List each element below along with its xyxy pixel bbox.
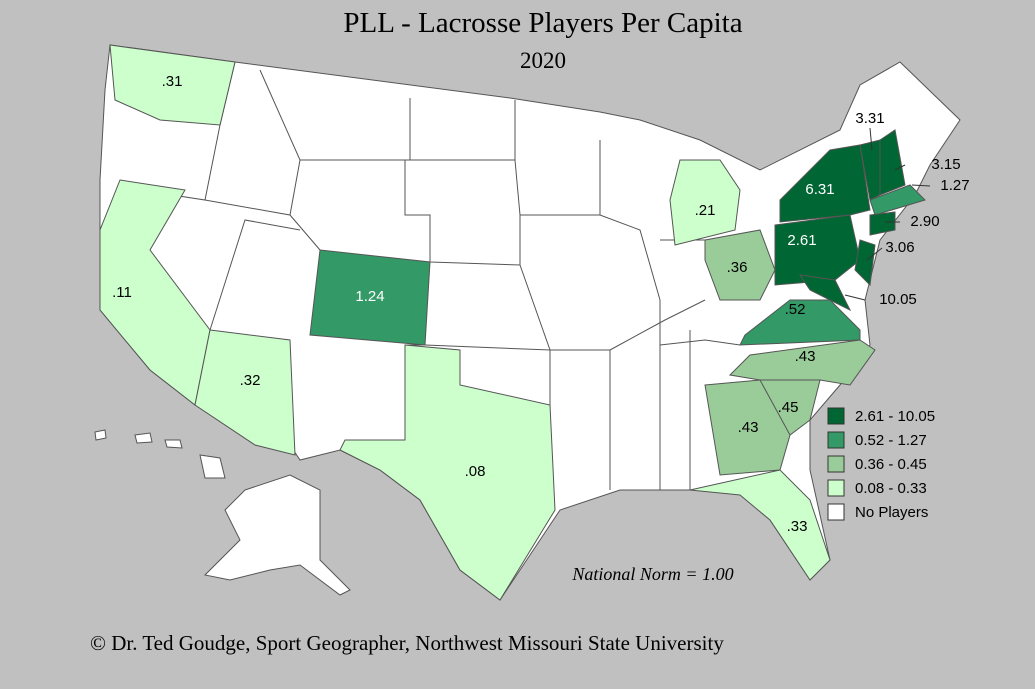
legend-swatch [827,455,845,473]
legend-swatch [827,431,845,449]
legend-label: No Players [855,504,928,521]
legend-label: 2.61 - 10.05 [855,408,935,425]
state-label: .43 [795,348,816,365]
state [869,211,896,236]
state-label: .45 [778,399,799,416]
state [689,469,831,581]
state [309,249,431,346]
credit: © Dr. Ted Goudge, Sport Geographer, Nort… [90,631,724,655]
state [879,129,906,196]
legend-swatch [827,503,845,521]
state [854,239,876,287]
legend: 2.61 - 10.05 0.52 - 1.27 0.36 - 0.45 0.08 -… [827,407,935,521]
states [99,44,926,601]
state-label: .43 [738,419,759,436]
state-label: .52 [785,301,806,318]
legend-label: 0.08 - 0.33 [855,480,927,497]
state-label: .33 [787,518,808,535]
state [194,329,296,456]
leader-lines [844,127,931,301]
state-label: 3.31 [855,110,884,127]
note: National Norm = 1.00 [571,564,733,584]
state-label: 10.05 [879,291,917,308]
state [798,274,852,312]
state-label: .08 [465,463,486,480]
state [869,184,926,216]
state-label: 2.61 [787,232,816,249]
state-label: .31 [162,73,183,90]
state [704,229,776,301]
state-label: .32 [240,372,261,389]
state [704,379,791,476]
state-label: .11 [112,284,132,301]
legend-label: 0.52 - 1.27 [855,432,927,449]
labels: .31 .11 .32 1.24 .08 .21 .36 .52 .43 .45 .43 .33 2.6… [112,73,969,535]
title: PLL - Lacrosse Players Per Capita [343,7,742,39]
alaska [203,474,351,596]
state-label: .36 [727,259,748,276]
state [779,144,871,223]
state-borders [139,61,741,490]
legend-swatch [827,407,845,425]
state-label: 6.31 [805,181,834,198]
state-label: 1.27 [940,177,969,194]
hawaii [94,429,226,479]
state [339,344,556,601]
state-label: 3.06 [885,239,914,256]
state [669,159,741,246]
subtitle: 2020 [520,48,566,73]
state [109,44,236,126]
state-label: .21 [695,202,716,219]
state-label: 2.90 [910,213,939,230]
legend-swatch [827,479,845,497]
state [739,299,861,346]
state-label: 1.24 [355,288,384,305]
state-label: 3.15 [931,156,960,173]
legend-label: 0.36 - 0.45 [855,456,927,473]
